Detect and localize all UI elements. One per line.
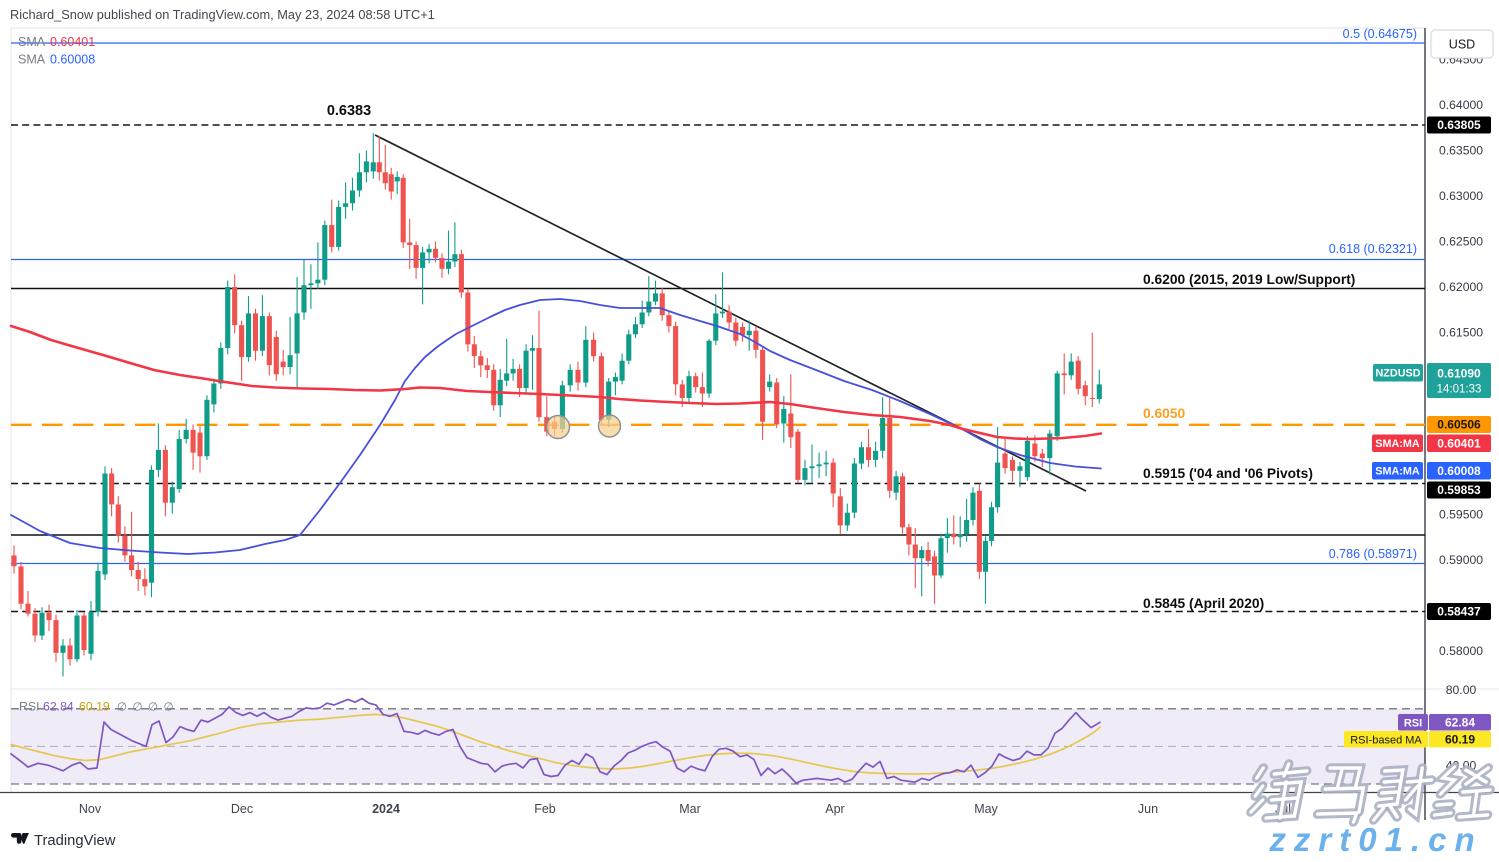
svg-text:0.60008: 0.60008 bbox=[1437, 464, 1481, 478]
svg-text:0.786 (0.58971): 0.786 (0.58971) bbox=[1329, 547, 1417, 561]
svg-text:0.58437: 0.58437 bbox=[1437, 605, 1481, 619]
svg-text:RSI: RSI bbox=[1404, 717, 1422, 729]
svg-text:0.6050: 0.6050 bbox=[1143, 406, 1186, 421]
svg-text:Feb: Feb bbox=[534, 802, 556, 816]
svg-text:0.60401: 0.60401 bbox=[1437, 436, 1481, 450]
svg-text:Dec: Dec bbox=[231, 802, 253, 816]
svg-text:0.6200 (2015, 2019 Low/Support: 0.6200 (2015, 2019 Low/Support) bbox=[1143, 272, 1355, 287]
svg-text:14:01:33: 14:01:33 bbox=[1437, 384, 1482, 396]
svg-text:0.63805: 0.63805 bbox=[1437, 118, 1481, 132]
svg-text:RSI: RSI bbox=[19, 700, 40, 714]
svg-text:SMA:MA: SMA:MA bbox=[1375, 438, 1420, 450]
svg-text:0.6383: 0.6383 bbox=[327, 103, 371, 119]
svg-text:60.19: 60.19 bbox=[1445, 732, 1475, 746]
svg-text:0.58000: 0.58000 bbox=[1439, 644, 1483, 658]
svg-text:∅: ∅ bbox=[133, 702, 143, 714]
svg-text:RSI-based MA: RSI-based MA bbox=[1350, 734, 1422, 746]
svg-text:0.62500: 0.62500 bbox=[1439, 235, 1483, 249]
svg-text:0.59000: 0.59000 bbox=[1439, 553, 1483, 567]
svg-text:SMA:MA: SMA:MA bbox=[1375, 466, 1420, 478]
svg-text:0.59853: 0.59853 bbox=[1437, 483, 1481, 497]
svg-text:0.5915 ('04 and '06 Pivots): 0.5915 ('04 and '06 Pivots) bbox=[1143, 466, 1313, 481]
svg-text:0.64000: 0.64000 bbox=[1439, 98, 1483, 112]
svg-text:62.84: 62.84 bbox=[43, 700, 74, 714]
svg-text:∅: ∅ bbox=[117, 702, 127, 714]
svg-text:0.61090: 0.61090 bbox=[1437, 367, 1481, 381]
svg-text:0.60008: 0.60008 bbox=[50, 53, 95, 67]
svg-text:Jun: Jun bbox=[1138, 802, 1158, 816]
svg-text:0.62000: 0.62000 bbox=[1439, 280, 1483, 294]
svg-text:0.61500: 0.61500 bbox=[1439, 326, 1483, 340]
svg-text:0.63500: 0.63500 bbox=[1439, 144, 1483, 158]
svg-text:2024: 2024 bbox=[372, 802, 400, 816]
svg-text:Nov: Nov bbox=[79, 802, 102, 816]
svg-text:0.5 (0.64675): 0.5 (0.64675) bbox=[1343, 27, 1417, 41]
svg-text:Apr: Apr bbox=[825, 802, 844, 816]
svg-text:∅: ∅ bbox=[164, 702, 174, 714]
svg-text:0.60506: 0.60506 bbox=[1437, 418, 1481, 432]
svg-text:60.19: 60.19 bbox=[79, 700, 110, 714]
svg-text:SMA: SMA bbox=[18, 35, 46, 49]
svg-text:Mar: Mar bbox=[679, 802, 701, 816]
svg-text:0.5845 (April 2020): 0.5845 (April 2020) bbox=[1143, 596, 1264, 611]
svg-text:SMA: SMA bbox=[18, 53, 46, 67]
svg-text:∅: ∅ bbox=[148, 702, 158, 714]
svg-text:zzrt01.cn: zzrt01.cn bbox=[1268, 821, 1482, 857]
svg-text:TradingView: TradingView bbox=[34, 833, 116, 849]
svg-text:May: May bbox=[974, 802, 998, 816]
svg-text:0.618 (0.62321): 0.618 (0.62321) bbox=[1329, 242, 1417, 256]
svg-text:NZDUSD: NZDUSD bbox=[1376, 368, 1421, 380]
svg-text:0.63000: 0.63000 bbox=[1439, 189, 1483, 203]
svg-text:80.00: 80.00 bbox=[1446, 683, 1477, 697]
svg-text:62.84: 62.84 bbox=[1445, 715, 1475, 729]
svg-text:USD: USD bbox=[1449, 38, 1475, 52]
svg-text:0.60401: 0.60401 bbox=[50, 35, 95, 49]
svg-text:0.59500: 0.59500 bbox=[1439, 508, 1483, 522]
svg-text:Richard_Snow published on Trad: Richard_Snow published on TradingView.co… bbox=[10, 7, 435, 22]
